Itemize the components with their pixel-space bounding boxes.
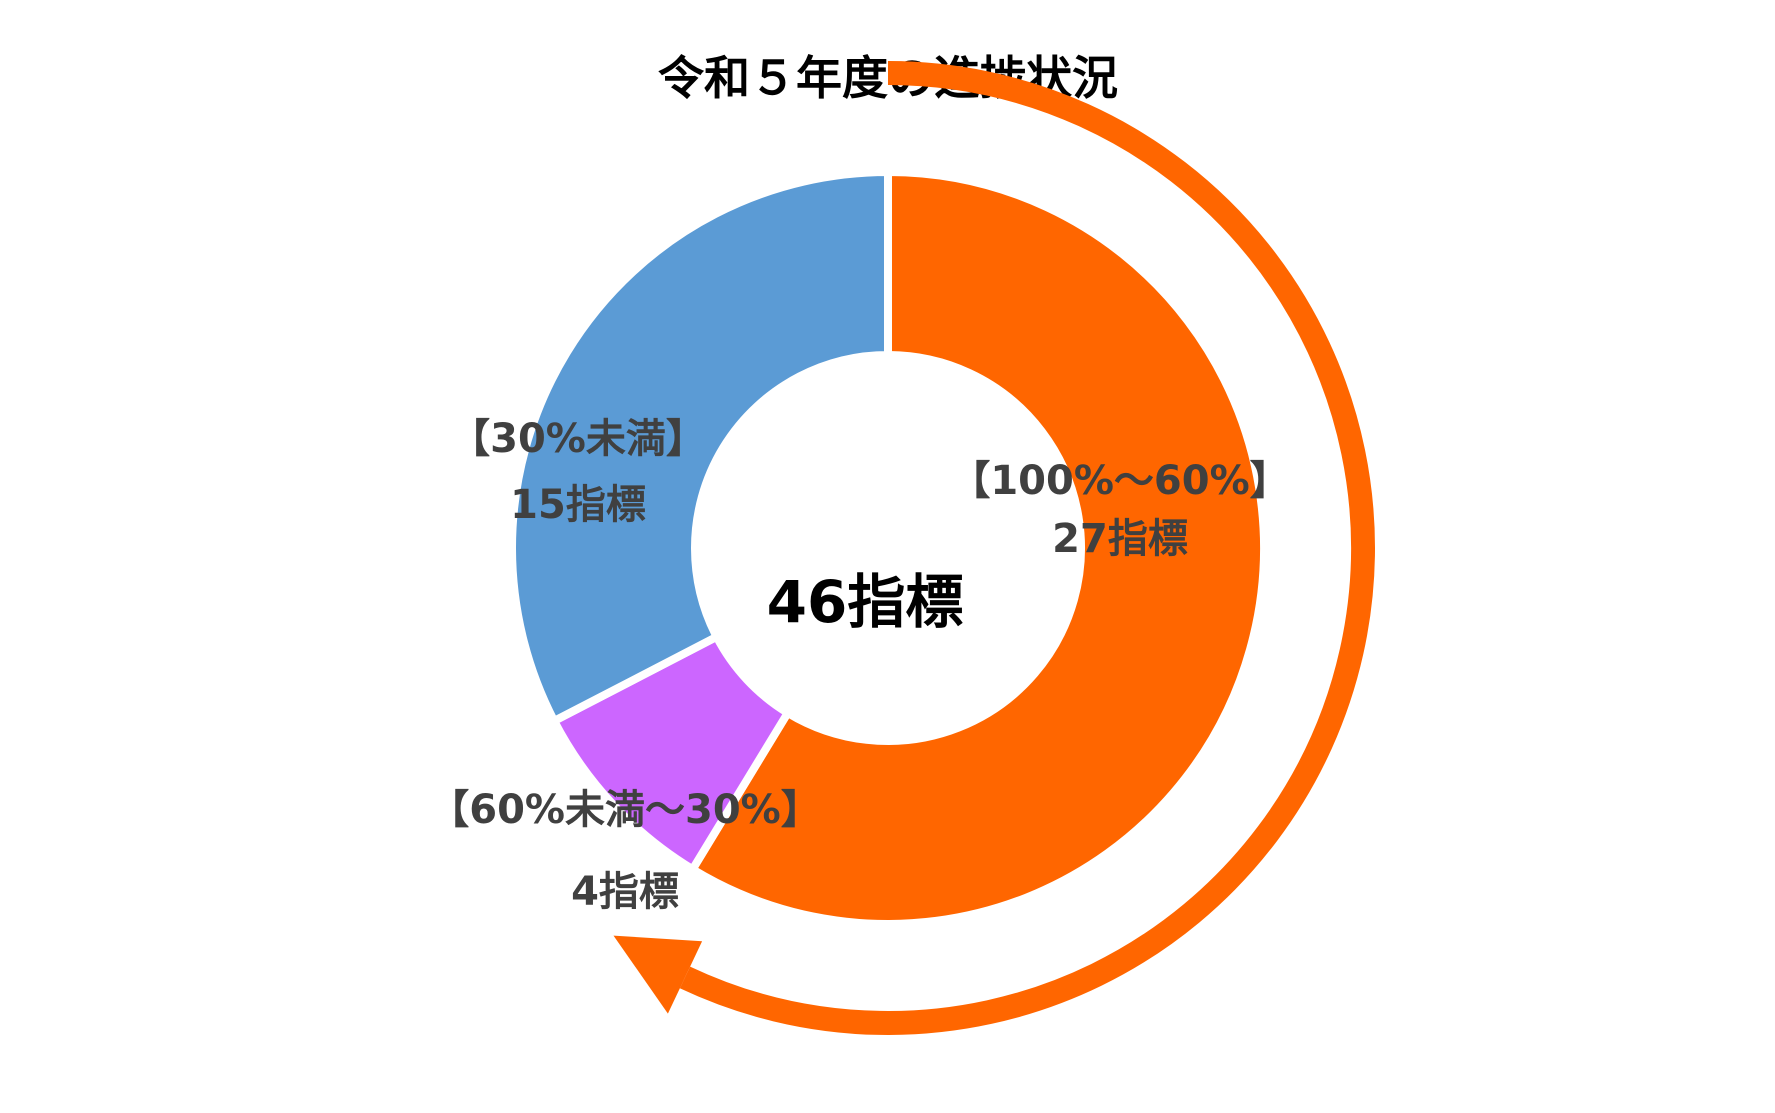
slice-value-label-1: 27指標 [1052,516,1188,562]
slice-category-label-3: 【30%未満】 [450,416,706,462]
progress-arrow [613,61,1375,1035]
center-total-label: 46指標 [767,568,964,636]
donut-slice-3 [508,167,892,727]
donut-slices [508,167,1268,928]
slice-category-label-1: 【100%～60%】 [950,458,1289,504]
slice-labels: 【100%～60%】 27指標【60%未満～30%】 4指標 【30%未満】 15指標 [429,416,1289,915]
slice-value-label-2: 4指標 [571,869,679,915]
slice-category-label-2: 【60%未満～30%】 [429,787,820,833]
progress-arrow-arc [679,61,1375,1035]
progress-arrow-head [613,935,703,1014]
slice-value-label-3: 15指標 [510,482,646,528]
donut-slice-1 [687,167,1268,928]
